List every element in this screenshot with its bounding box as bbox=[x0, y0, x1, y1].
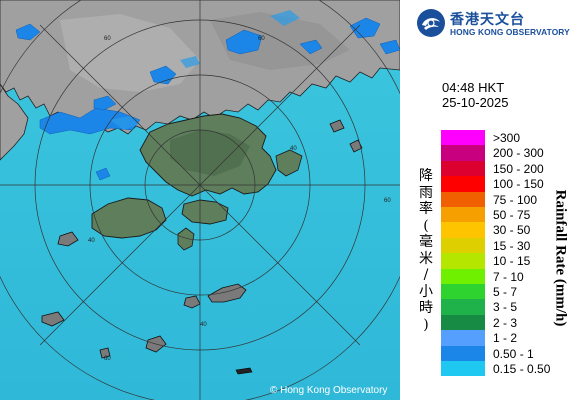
island-south-2 bbox=[183, 295, 201, 309]
legend-swatch bbox=[441, 222, 485, 238]
legend-title-english-wrap: Rainfall Rate (mm/h) bbox=[550, 153, 570, 363]
svg-text:60: 60 bbox=[104, 36, 111, 42]
legend-title-chinese-char: / bbox=[423, 267, 429, 283]
legend-swatch bbox=[441, 345, 485, 361]
rain-echoes-faint bbox=[110, 10, 300, 130]
lamma-island bbox=[177, 227, 195, 251]
legend-range-label: 15 - 30 bbox=[493, 238, 531, 253]
radar-image: 60 60 40 40 40 60 60 bbox=[0, 0, 400, 400]
island-east-2 bbox=[349, 139, 363, 153]
legend-swatch bbox=[441, 361, 485, 377]
radar-map: 60 60 40 40 40 60 60 © Hong Kong Observa… bbox=[0, 0, 400, 400]
copyright-text: © Hong Kong Observatory bbox=[270, 385, 388, 396]
legend-title-chinese-char: 米 bbox=[419, 250, 433, 267]
legend-range-label: 100 - 150 bbox=[493, 177, 544, 192]
hko-emblem-icon bbox=[417, 9, 445, 37]
legend-swatch bbox=[441, 160, 485, 177]
legend-title-chinese-char: ( bbox=[423, 217, 429, 234]
legend-title-chinese: 降雨率(毫米 / 小時) bbox=[416, 168, 436, 333]
legend-range-label: 30 - 50 bbox=[493, 223, 531, 238]
legend-swatch bbox=[441, 299, 485, 315]
legend-range-label: 0.15 - 0.50 bbox=[493, 362, 551, 376]
observation-date: 25-10-2025 bbox=[442, 95, 509, 110]
legend-title-chinese-char: ) bbox=[423, 316, 429, 333]
svg-text:40: 40 bbox=[290, 146, 297, 152]
range-labels: 60 60 40 40 40 60 60 bbox=[88, 36, 391, 362]
legend-swatch bbox=[441, 253, 485, 269]
legend-swatch bbox=[441, 207, 485, 223]
legend-swatch bbox=[441, 191, 485, 207]
legend-title-english: Rainfall Rate (mm/h) bbox=[552, 189, 569, 327]
legend-title-chinese-char: 率 bbox=[419, 201, 433, 217]
hko-name-english: HONG KONG OBSERVATORY bbox=[450, 27, 570, 37]
legend-swatch bbox=[441, 284, 485, 300]
legend-panel: 香港天文台 HONG KONG OBSERVATORY 04:48 HKT 25… bbox=[400, 0, 577, 400]
island-south-5 bbox=[99, 347, 111, 359]
sai-kung-east bbox=[275, 149, 303, 177]
legend-title-chinese-char: 降 bbox=[419, 168, 433, 184]
legend-title-chinese-char: 時 bbox=[419, 300, 433, 316]
legend-range-label: 5 - 7 bbox=[493, 285, 518, 299]
legend-range-label: 200 - 300 bbox=[493, 146, 544, 161]
legend-range-label: >300 bbox=[493, 131, 521, 145]
hk-texture bbox=[170, 130, 250, 176]
legend-swatch bbox=[441, 314, 485, 331]
legend-range-label: 75 - 100 bbox=[493, 192, 538, 207]
svg-text:60: 60 bbox=[384, 198, 391, 204]
svg-text:40: 40 bbox=[200, 322, 207, 328]
legend-range-label: 1 - 2 bbox=[493, 331, 518, 346]
legend-swatch bbox=[441, 130, 485, 146]
legend-range-label: 150 - 200 bbox=[493, 161, 544, 176]
legend-title-chinese-char: 小 bbox=[419, 283, 433, 300]
island-south-3 bbox=[41, 311, 65, 327]
svg-text:60: 60 bbox=[258, 36, 265, 42]
legend-swatch bbox=[441, 330, 485, 346]
legend-swatch bbox=[441, 237, 485, 254]
legend-swatch bbox=[441, 145, 485, 161]
hk-island bbox=[181, 199, 229, 225]
legend-range-label: 0.50 - 1 bbox=[493, 346, 534, 361]
legend-range-label: 2 - 3 bbox=[493, 315, 518, 330]
mainland-west-land bbox=[0, 83, 29, 161]
island-west-1 bbox=[57, 231, 79, 247]
svg-text:40: 40 bbox=[88, 238, 95, 244]
legend-range-label: 50 - 75 bbox=[493, 208, 531, 222]
legend-title-chinese-char: 毫 bbox=[419, 234, 433, 250]
observation-time: 04:48 HKT bbox=[442, 80, 505, 95]
hko-name-chinese: 香港天文台 bbox=[450, 12, 525, 28]
legend-range-label: 7 - 10 bbox=[493, 269, 524, 284]
hko-logo: 香港天文台 HONG KONG OBSERVATORY bbox=[416, 8, 571, 38]
legend-swatch bbox=[441, 268, 485, 284]
legend-range-label: 3 - 5 bbox=[493, 300, 518, 315]
island-rock bbox=[235, 367, 253, 375]
legend-swatch bbox=[441, 176, 485, 192]
svg-text:60: 60 bbox=[104, 356, 111, 362]
island-east-1 bbox=[329, 119, 345, 133]
legend-title-chinese-char: 雨 bbox=[419, 184, 433, 201]
range-rings bbox=[0, 0, 400, 400]
legend-range-label: 10 - 15 bbox=[493, 254, 531, 269]
